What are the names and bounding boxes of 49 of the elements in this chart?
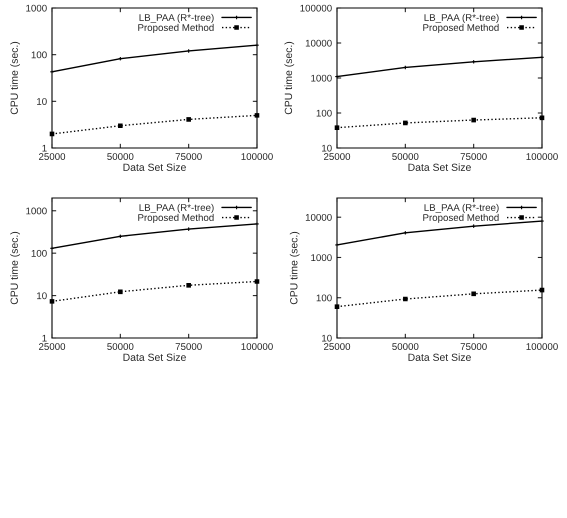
- y-tick-label: 100: [316, 294, 332, 302]
- legend-label: Proposed Method: [138, 24, 214, 33]
- x-tick-label: 50000: [107, 343, 134, 350]
- y-tick-label: 1000: [26, 208, 47, 214]
- x-axis-title: Data Set Size: [124, 163, 186, 171]
- x-tick-label: 25000: [324, 153, 350, 160]
- y-axis-title: CPU time (sec.): [290, 232, 300, 304]
- y-tick-label: 10000: [306, 214, 332, 221]
- legend-label: Proposed Method: [138, 214, 214, 223]
- y-axis-title: CPU time (sec.): [284, 42, 294, 114]
- y-tick-label: 10000: [306, 40, 332, 47]
- y-tick-label: 1: [42, 334, 47, 342]
- x-tick-label: 100000: [242, 343, 273, 350]
- x-tick-label: 25000: [324, 343, 350, 350]
- y-tick-label: 100: [32, 51, 47, 58]
- legend-label: LB_PAA (R*-tree): [140, 204, 214, 213]
- legend-label: LB_PAA (R*-tree): [424, 14, 499, 23]
- x-tick-label: 100000: [526, 153, 558, 160]
- x-tick-label: 50000: [107, 153, 134, 160]
- y-tick-label: 100000: [300, 4, 332, 12]
- x-tick-label: 50000: [392, 153, 418, 160]
- x-tick-label: 50000: [392, 343, 418, 350]
- x-tick-label: 100000: [242, 153, 273, 160]
- y-tick-label: 10: [37, 292, 47, 300]
- legend-label: LB_PAA (R*-tree): [140, 14, 214, 23]
- x-tick-label: 75000: [460, 153, 487, 160]
- x-axis-title: Data Set Size: [408, 353, 471, 361]
- x-tick-label: 75000: [460, 343, 487, 350]
- y-tick-label: 10: [37, 98, 47, 105]
- y-axis-title: CPU time (sec.): [10, 42, 20, 114]
- y-axis-title: CPU time (sec.): [10, 232, 20, 304]
- x-tick-label: 25000: [38, 153, 66, 160]
- x-tick-label: 100000: [526, 343, 558, 350]
- y-tick-label: 1: [42, 144, 47, 152]
- x-tick-label: 75000: [176, 343, 202, 350]
- y-tick-label: 1000: [311, 254, 332, 262]
- legend-label: Proposed Method: [423, 24, 499, 33]
- y-tick-label: 1000: [311, 74, 332, 82]
- y-tick-label: 100: [32, 250, 47, 257]
- legend-label: Proposed Method: [423, 214, 499, 223]
- x-tick-label: 25000: [38, 343, 66, 350]
- y-tick-label: 1000: [26, 4, 47, 12]
- legend-label: LB_PAA (R*-tree): [424, 204, 499, 213]
- x-tick-label: 75000: [176, 153, 202, 160]
- y-tick-label: 10: [322, 334, 332, 342]
- x-axis-title: Data Set Size: [124, 353, 186, 361]
- y-tick-label: 10: [322, 144, 332, 152]
- x-axis-title: Data Set Size: [408, 163, 471, 171]
- y-tick-label: 100: [316, 110, 332, 117]
